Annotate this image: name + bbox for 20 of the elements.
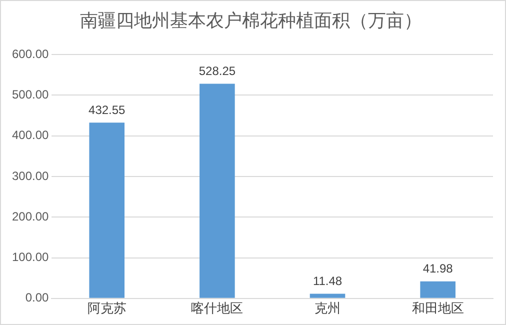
bar [420, 281, 456, 298]
y-tick-label: 300.00 [12, 168, 50, 183]
y-tick-label: 100.00 [12, 250, 50, 264]
data-label: 432.55 [88, 102, 126, 117]
chart-title: 南疆四地州基本农户棉花种植面积（万亩） [80, 10, 422, 32]
x-tick-label: 阿克苏 [87, 302, 126, 317]
y-tick-label: 0.00 [25, 290, 50, 305]
data-label: 41.98 [422, 262, 454, 276]
x-tick-label: 克州 [314, 302, 341, 317]
x-tick-label: 和田地区 [412, 302, 464, 317]
data-label: 528.25 [198, 64, 236, 78]
y-tick-label: 600.00 [12, 46, 50, 61]
y-tick-label: 500.00 [12, 88, 50, 102]
x-tick-label: 喀什地区 [191, 302, 244, 317]
bar [89, 122, 125, 298]
y-tick-label: 200.00 [12, 209, 50, 224]
y-tick-label: 400.00 [12, 128, 50, 142]
bar [200, 84, 235, 298]
data-label: 11.48 [312, 274, 342, 288]
bar [310, 294, 346, 298]
